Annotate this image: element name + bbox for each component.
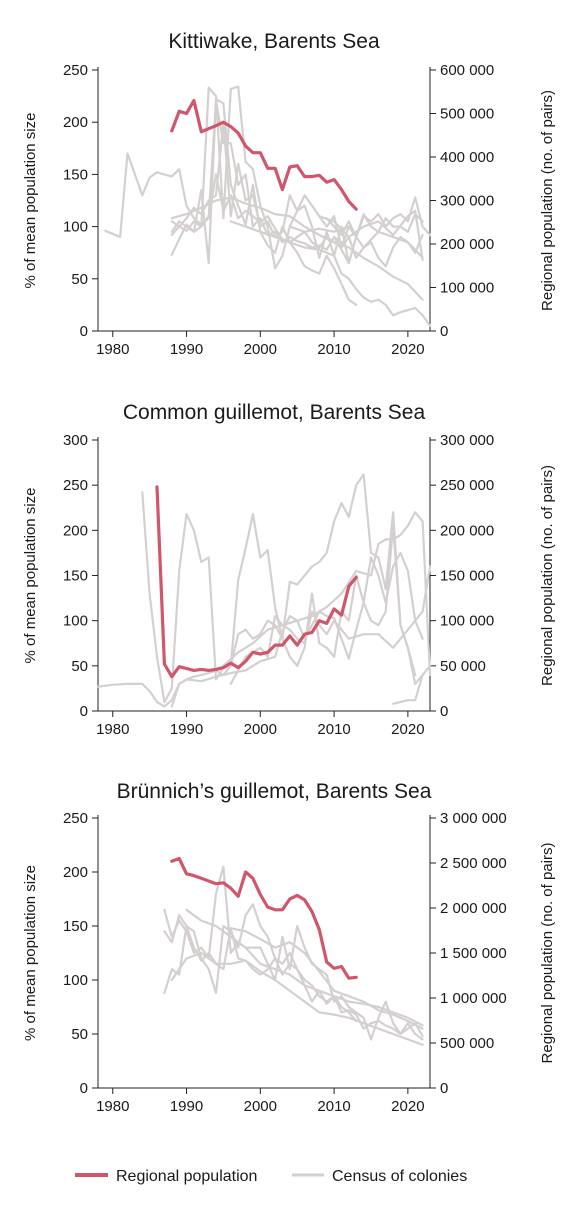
left-y-tick-label: 0 (80, 1080, 88, 1097)
right-y-tick-label: 200 000 (440, 236, 494, 253)
colony-census-line-2 (141, 491, 424, 704)
colony-census-line-5 (170, 121, 424, 268)
right-y-tick-label: 200 000 (440, 522, 494, 539)
right-y-tick-label: 0 (440, 323, 448, 340)
x-tick-label: 2010 (317, 341, 350, 358)
left-y-tick-label: 50 (71, 271, 88, 288)
right-y-axis-label: Regional population (no. of pairs) (539, 843, 556, 1064)
left-y-tick-label: 0 (80, 703, 88, 720)
left-y-tick-label: 100 (63, 219, 88, 236)
right-y-tick-label: 300 000 (440, 432, 494, 449)
colony-census-line-4 (222, 511, 432, 676)
x-tick-label: 2010 (317, 1098, 350, 1115)
right-y-axis-label: Regional population (no. of pairs) (539, 465, 556, 686)
colony-census-line-11 (318, 209, 424, 262)
left-y-axis-label: % of mean population size (22, 865, 39, 1041)
right-y-tick-label: 0 (440, 1080, 448, 1097)
right-y-tick-label: 250 000 (440, 477, 494, 494)
left-y-tick-label: 150 (63, 568, 88, 585)
x-tick-label: 1980 (96, 721, 129, 738)
colony-census-line-6 (229, 927, 424, 1030)
colony-census-line-7 (229, 220, 432, 327)
left-y-tick-label: 150 (63, 166, 88, 183)
legend-regional-label: Regional population (116, 1168, 257, 1185)
left-y-tick-label: 300 (63, 432, 88, 449)
left-y-tick-label: 50 (71, 1026, 88, 1043)
colony-census-line-2 (170, 100, 343, 251)
x-tick-label: 2020 (391, 721, 424, 738)
left-y-tick-label: 150 (63, 918, 88, 935)
right-y-tick-label: 2 500 000 (440, 855, 507, 872)
regional-population-line (170, 98, 358, 211)
left-y-tick-label: 250 (63, 810, 88, 827)
colony-census-line-1 (104, 152, 350, 249)
colony-census-line-1 (96, 524, 424, 708)
right-y-tick-label: 150 000 (440, 568, 494, 585)
right-y-axis-label: Regional population (no. of pairs) (539, 90, 556, 311)
right-y-tick-label: 3 000 000 (440, 810, 507, 827)
chart-title: Brünnich’s guillemot, Barents Sea (117, 780, 432, 803)
legend: Regional population Census of colonies (75, 1168, 467, 1185)
right-y-tick-label: 600 000 (440, 62, 494, 79)
right-y-tick-label: 1 500 000 (440, 945, 507, 962)
colony-census-line-10 (288, 225, 424, 259)
colony-census-line-4 (170, 85, 350, 270)
right-y-tick-label: 50 000 (440, 658, 486, 675)
colony-census-line-4 (170, 951, 424, 1046)
regional-population-line (155, 485, 358, 679)
chart-panel-1: Kittiwake, Barents Sea 0 50 100 150 200 250 0 10… (22, 30, 556, 358)
chart-title: Common guillemot, Barents Sea (123, 401, 426, 424)
left-y-tick-label: 200 (63, 522, 88, 539)
left-y-tick-label: 200 (63, 114, 88, 131)
left-y-tick-label: 250 (63, 62, 88, 79)
x-tick-label: 2010 (317, 721, 350, 738)
regional-population-line (170, 856, 358, 980)
right-y-tick-label: 500 000 (440, 1035, 494, 1052)
colony-census-line-6 (392, 664, 432, 705)
right-y-tick-label: 0 (440, 703, 448, 720)
x-tick-label: 2020 (391, 1098, 424, 1115)
right-y-tick-label: 400 000 (440, 149, 494, 166)
right-y-tick-label: 500 000 (440, 106, 494, 123)
left-y-axis-label: % of mean population size (22, 488, 39, 664)
colony-census-line-3 (163, 914, 424, 1038)
left-y-tick-label: 0 (80, 323, 88, 340)
x-tick-label: 1980 (96, 1098, 129, 1115)
right-y-tick-label: 100 000 (440, 280, 494, 297)
x-tick-label: 2020 (391, 341, 424, 358)
x-tick-label: 1990 (170, 1098, 203, 1115)
chart-panel-2: Common guillemot, Barents Sea 0 50 100 150 20… (22, 401, 556, 738)
x-tick-label: 2000 (244, 1098, 277, 1115)
colony-census-line-6 (170, 196, 424, 301)
left-y-tick-label: 250 (63, 477, 88, 494)
right-y-tick-label: 300 000 (440, 193, 494, 210)
chart-title: Kittiwake, Barents Sea (168, 30, 380, 53)
right-y-tick-label: 1 000 000 (440, 990, 507, 1007)
left-y-tick-label: 100 (63, 972, 88, 989)
left-y-tick-label: 200 (63, 864, 88, 881)
x-tick-label: 1990 (170, 721, 203, 738)
left-y-tick-label: 100 (63, 613, 88, 630)
chart-panel-3: Brünnich’s guillemot, Barents Sea 0 50 100 1… (22, 780, 556, 1115)
left-y-axis-label: % of mean population size (22, 113, 39, 289)
x-tick-label: 1980 (96, 341, 129, 358)
x-tick-label: 2000 (244, 721, 277, 738)
right-y-tick-label: 2 000 000 (440, 900, 507, 917)
legend-census-label: Census of colonies (332, 1168, 467, 1185)
right-y-tick-label: 100 000 (440, 613, 494, 630)
x-tick-label: 2000 (244, 341, 277, 358)
left-y-tick-label: 50 (71, 658, 88, 675)
x-tick-label: 1990 (170, 341, 203, 358)
colony-census-line-5 (185, 908, 424, 1027)
